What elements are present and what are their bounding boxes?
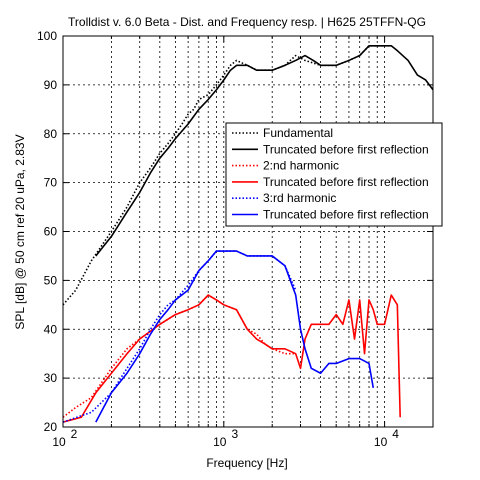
y-tick-label: 100 (37, 29, 57, 43)
y-tick-label: 20 (44, 420, 58, 434)
tick-layer: 20 30 40 50 60 70 80 90 100 10 2 10 3 10 4 (37, 29, 434, 449)
chart-title: Trolldist v. 6.0 Beta - Dist. and Freque… (68, 15, 426, 29)
legend-label-3: 2:nd harmonic (263, 159, 339, 173)
legend-label-6: Truncated before first reflection (263, 208, 429, 222)
legend-label-4: Truncated before first reflection (263, 175, 429, 189)
series-line-1 (63, 44, 385, 306)
x-tick-label-exponent: 4 (392, 427, 399, 441)
series-line-2 (95, 44, 433, 257)
legend: Fundamental Truncated before first reflec… (225, 122, 443, 227)
y-axis-label: SPL [dB] @ 50 cm ref 20 uPa, 2.83V (13, 134, 27, 329)
y-tick-label: 60 (44, 225, 58, 239)
series-line-4 (63, 294, 401, 423)
y-tick-label: 70 (44, 176, 58, 190)
y-tick-label: 30 (44, 371, 58, 385)
series-line-5 (63, 250, 297, 423)
y-tick-label: 90 (44, 78, 58, 92)
x-tick-label: 10 (52, 435, 66, 449)
x-tick-label-exponent: 2 (71, 427, 78, 441)
x-tick-label: 10 (213, 435, 227, 449)
legend-label-2: Truncated before first reflection (263, 142, 429, 156)
series-line-6 (95, 250, 375, 423)
x-tick-label-exponent: 3 (231, 427, 238, 441)
y-tick-label: 80 (44, 127, 58, 141)
y-tick-label: 40 (44, 322, 58, 336)
legend-label-5: 3:rd harmonic (263, 191, 336, 205)
legend-box (225, 122, 443, 227)
legend-label-1: Fundamental (263, 126, 333, 140)
y-tick-label: 50 (44, 273, 58, 287)
x-axis-label: Frequency [Hz] (206, 456, 287, 470)
series-layer (63, 44, 433, 423)
x-tick-label: 10 (374, 435, 388, 449)
